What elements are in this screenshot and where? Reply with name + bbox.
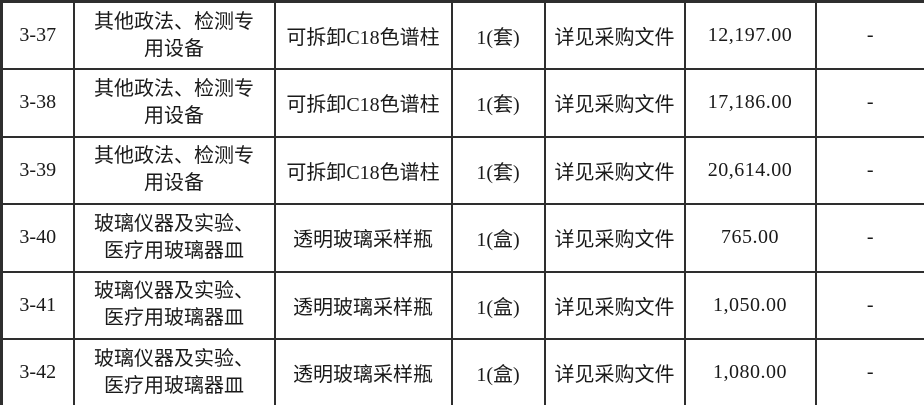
quantity-cell: 1(套) — [450, 135, 546, 205]
quantity-cell: 1(盒) — [450, 338, 546, 405]
item-number-cell: 3-39 — [0, 135, 75, 205]
remark-cell: - — [814, 203, 924, 273]
quantity-cell: 1(盒) — [450, 203, 546, 273]
item-number-cell: 3-38 — [0, 68, 75, 138]
category-cell: 玻璃仪器及实验、 医疗用玻璃器皿 — [72, 270, 276, 340]
product-name-cell: 透明玻璃采样瓶 — [273, 203, 453, 273]
detail-cell: 详见采购文件 — [543, 203, 686, 273]
table-row: 3-39 其他政法、检测专 用设备 可拆卸C18色谱柱 1(套) 详见采购文件 … — [0, 135, 924, 205]
price-cell: 1,050.00 — [683, 270, 817, 340]
category-cell: 玻璃仪器及实验、 医疗用玻璃器皿 — [72, 203, 276, 273]
product-name-cell: 可拆卸C18色谱柱 — [273, 0, 453, 70]
remark-cell: - — [814, 270, 924, 340]
detail-cell: 详见采购文件 — [543, 135, 686, 205]
remark-cell: - — [814, 68, 924, 138]
table-row: 3-37 其他政法、检测专 用设备 可拆卸C18色谱柱 1(套) 详见采购文件 … — [0, 0, 924, 70]
quantity-cell: 1(套) — [450, 0, 546, 70]
table-row: 3-38 其他政法、检测专 用设备 可拆卸C18色谱柱 1(套) 详见采购文件 … — [0, 68, 924, 138]
item-number-cell: 3-41 — [0, 270, 75, 340]
price-cell: 765.00 — [683, 203, 817, 273]
category-cell: 其他政法、检测专 用设备 — [72, 68, 276, 138]
product-name-cell: 透明玻璃采样瓶 — [273, 338, 453, 405]
table-row: 3-41 玻璃仪器及实验、 医疗用玻璃器皿 透明玻璃采样瓶 1(盒) 详见采购文… — [0, 270, 924, 340]
detail-cell: 详见采购文件 — [543, 68, 686, 138]
remark-cell: - — [814, 0, 924, 70]
price-cell: 17,186.00 — [683, 68, 817, 138]
price-cell: 20,614.00 — [683, 135, 817, 205]
item-number-cell: 3-42 — [0, 338, 75, 405]
category-cell: 其他政法、检测专 用设备 — [72, 135, 276, 205]
detail-cell: 详见采购文件 — [543, 0, 686, 70]
product-name-cell: 可拆卸C18色谱柱 — [273, 135, 453, 205]
quantity-cell: 1(套) — [450, 68, 546, 138]
category-cell: 其他政法、检测专 用设备 — [72, 0, 276, 70]
product-name-cell: 透明玻璃采样瓶 — [273, 270, 453, 340]
price-cell: 1,080.00 — [683, 338, 817, 405]
remark-cell: - — [814, 135, 924, 205]
category-cell: 玻璃仪器及实验、 医疗用玻璃器皿 — [72, 338, 276, 405]
detail-cell: 详见采购文件 — [543, 270, 686, 340]
price-cell: 12,197.00 — [683, 0, 817, 70]
product-name-cell: 可拆卸C18色谱柱 — [273, 68, 453, 138]
remark-cell: - — [814, 338, 924, 405]
quantity-cell: 1(盒) — [450, 270, 546, 340]
item-number-cell: 3-37 — [0, 0, 75, 70]
table-row: 3-42 玻璃仪器及实验、 医疗用玻璃器皿 透明玻璃采样瓶 1(盒) 详见采购文… — [0, 338, 924, 405]
detail-cell: 详见采购文件 — [543, 338, 686, 405]
table-row: 3-40 玻璃仪器及实验、 医疗用玻璃器皿 透明玻璃采样瓶 1(盒) 详见采购文… — [0, 203, 924, 273]
item-number-cell: 3-40 — [0, 203, 75, 273]
